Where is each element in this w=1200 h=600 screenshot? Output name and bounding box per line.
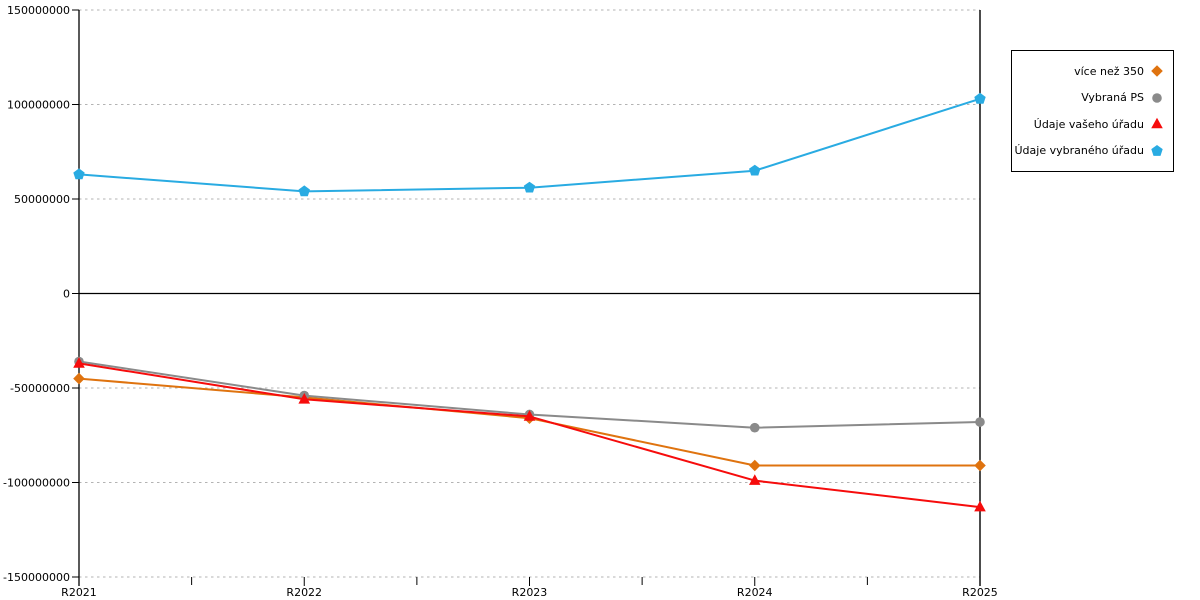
series-marker-3 — [298, 185, 310, 197]
y-tick-label: 0 — [63, 287, 70, 300]
x-tick-label: R2021 — [61, 586, 97, 599]
y-tick-label: -50000000 — [10, 382, 70, 395]
series-marker-2 — [298, 393, 311, 404]
series-marker-0 — [974, 459, 986, 472]
legend-item: více než 350 — [1018, 58, 1164, 85]
series-marker-2 — [523, 410, 536, 421]
legend-item-label: více než 350 — [1074, 64, 1144, 78]
legend-item-label: Údaje vašeho úřadu — [1033, 117, 1144, 131]
y-tick-label: -150000000 — [3, 571, 70, 584]
triangle-up-legend-icon — [1151, 117, 1163, 129]
chart-svg: 150000000 100000000 50000000 0 -50000000 -100… — [3, 4, 998, 599]
legend: více než 350 Vybraná PS Údaje vašeho úřadu… — [1011, 50, 1174, 172]
legend-item-label: Údaje vybraného úřadu — [1014, 144, 1145, 158]
legend-item: Vybraná PS — [1018, 85, 1164, 112]
y-tick-label: 150000000 — [7, 4, 70, 17]
y-tick-label: 50000000 — [14, 193, 70, 206]
series-marker-1 — [975, 417, 985, 427]
x-tick-label: R2022 — [286, 586, 322, 599]
series-marker-1 — [749, 422, 760, 433]
x-tick-label: R2024 — [737, 586, 773, 599]
legend-item: Údaje vybraného úřadu — [1014, 138, 1164, 165]
series-marker-3 — [73, 168, 85, 180]
legend-item: Údaje vašeho úřadu — [1018, 111, 1164, 138]
series-marker-2 — [974, 500, 986, 512]
y-tick-label: -100000000 — [3, 476, 70, 489]
series-marker-3 — [749, 164, 761, 176]
y-tick-label: 100000000 — [7, 98, 70, 111]
series-line-3 — [78, 97, 981, 193]
series-marker-3 — [974, 92, 986, 104]
series-marker-2 — [749, 474, 761, 485]
circle-legend-icon — [1152, 92, 1162, 103]
series-marker-2 — [73, 357, 85, 368]
series-marker-3 — [523, 181, 536, 193]
x-tick-label: R2023 — [512, 586, 548, 599]
pentagon-up-legend-icon — [1151, 144, 1163, 156]
x-tick-label: R2025 — [962, 586, 998, 599]
legend-item-label: Vybraná PS — [1081, 91, 1144, 105]
diamond-legend-icon — [1151, 65, 1163, 78]
series-marker-0 — [749, 459, 761, 472]
series-line-2 — [78, 362, 981, 509]
series-marker-0 — [73, 372, 85, 385]
